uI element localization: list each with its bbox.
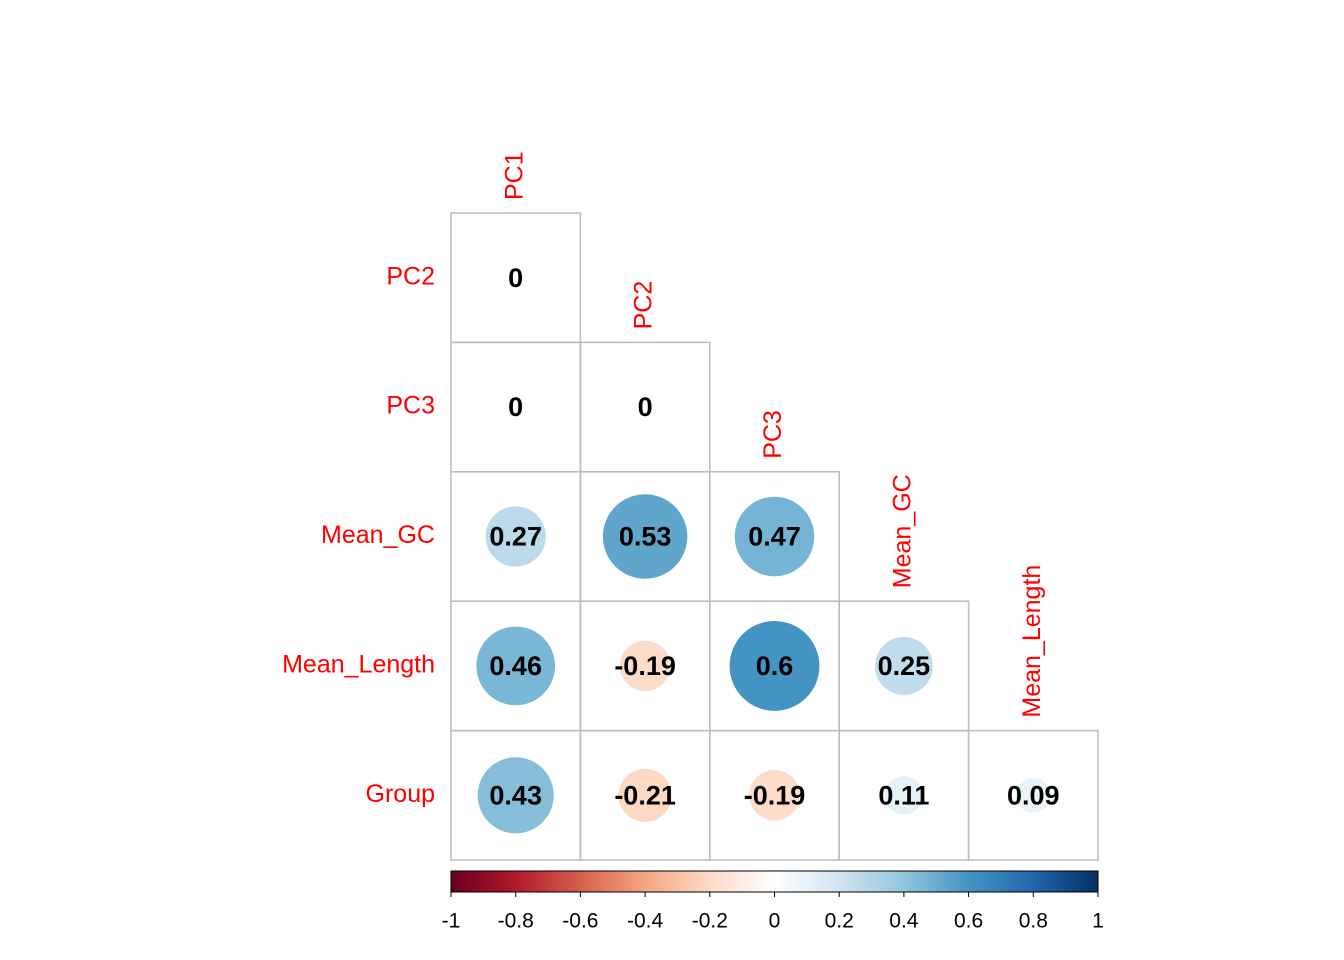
corr-value: 0.09	[1007, 780, 1060, 810]
corr-circle	[734, 496, 815, 577]
row-label: Group	[366, 780, 435, 808]
corr-value: -0.19	[614, 651, 676, 681]
corr-circle	[477, 757, 554, 834]
colorbar-tick-label: 1	[1092, 910, 1104, 933]
corr-value: 0.11	[878, 780, 929, 810]
column-label: PC2	[630, 281, 658, 330]
corr-circle	[729, 620, 820, 711]
corr-circle	[1015, 777, 1051, 813]
corr-circle	[874, 636, 933, 695]
colorbar-tick-label: 0	[769, 910, 781, 933]
cell	[967, 729, 1099, 861]
corr-value: -0.21	[614, 780, 676, 810]
corr-circle	[884, 776, 924, 815]
corr-value: 0	[508, 392, 523, 422]
corr-value: 0	[638, 392, 653, 422]
colorbar-tick-label: -0.2	[692, 910, 728, 933]
colorbar-tick-label: 0.2	[825, 910, 854, 933]
column-label: PC1	[500, 151, 528, 200]
corr-circle	[749, 770, 800, 821]
corr-value: 0.6	[756, 651, 794, 681]
corr-value: -0.19	[744, 780, 806, 810]
corr-circle	[618, 768, 672, 822]
corr-value: 0.53	[619, 522, 672, 552]
colorbar-tick-label: 0.8	[1019, 910, 1048, 933]
column-label: PC3	[759, 410, 787, 459]
corr-value: 0.25	[878, 651, 931, 681]
colorbar	[450, 870, 1099, 893]
colorbar-tick-label: -0.8	[498, 910, 534, 933]
corr-value: 0.47	[748, 522, 801, 552]
colorbar-tick-label: 0.6	[954, 910, 983, 933]
row-label: PC3	[386, 392, 435, 420]
row-label: Mean_Length	[282, 651, 435, 679]
corr-value: 0.43	[489, 780, 542, 810]
corr-circle	[602, 494, 688, 579]
corr-value: 0.27	[489, 522, 542, 552]
corr-circle	[476, 626, 556, 706]
column-label: Mean_Length	[1018, 565, 1046, 718]
colorbar-tick-label: -0.6	[562, 910, 598, 933]
column-label: Mean_GC	[889, 474, 917, 588]
row-label: Mean_GC	[321, 521, 435, 549]
colorbar-tick-label: -0.4	[627, 910, 664, 933]
row-label: PC2	[386, 262, 435, 290]
corr-circle	[485, 506, 546, 567]
corr-circle	[619, 640, 671, 692]
colorbar-tick-label: 0.4	[889, 910, 919, 933]
corr-value: 0.46	[489, 651, 542, 681]
colorbar-tick-label: -1	[442, 910, 461, 933]
corr-value: 0	[508, 263, 523, 293]
